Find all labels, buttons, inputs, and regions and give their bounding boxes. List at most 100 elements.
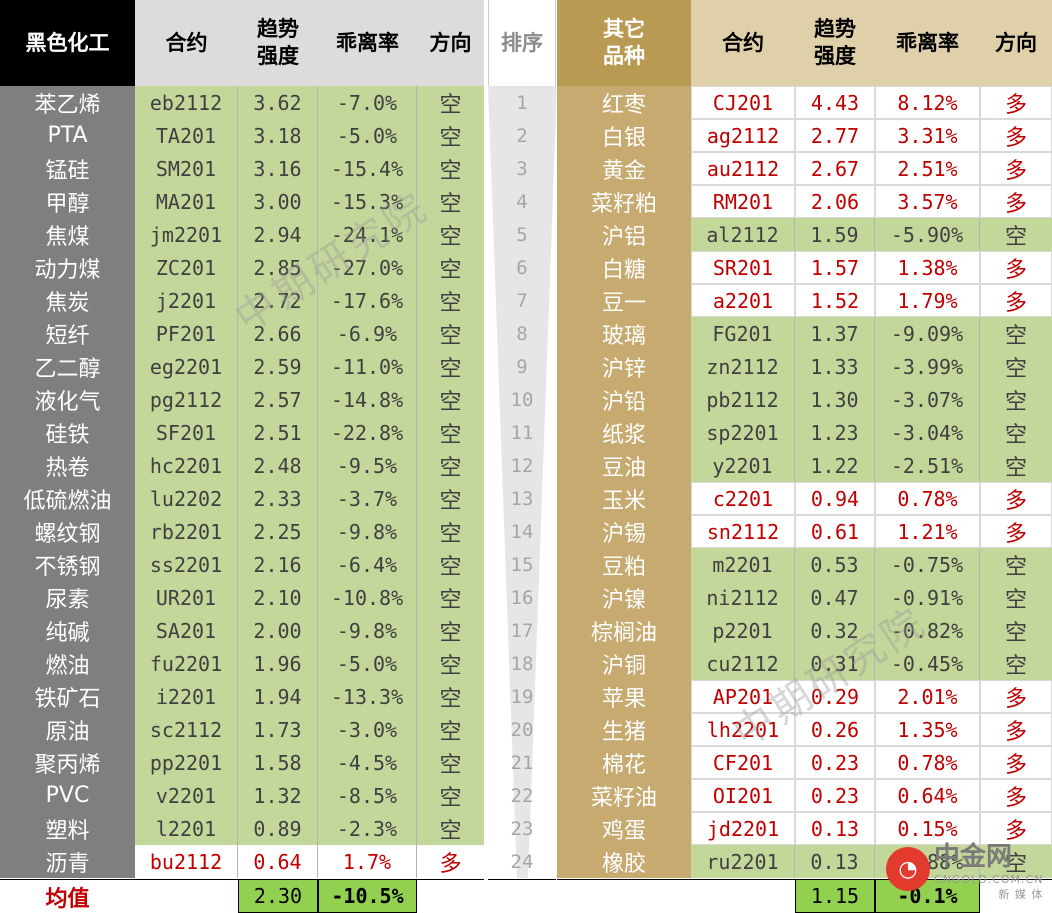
right-row-deviation: 0.78% (875, 746, 980, 779)
right-row-code: FG201 (691, 317, 795, 350)
right-row-deviation: -2.51% (875, 449, 980, 482)
rank-number: 17 (510, 619, 534, 642)
right-row-name: 豆油 (557, 449, 691, 482)
footer-left-deviation-avg: -10.5% (318, 879, 417, 913)
left-row-name: 焦煤 (0, 218, 135, 251)
right-row-name: 沪锌 (557, 350, 691, 383)
header-right-deviation: 乖离率 (875, 0, 980, 86)
right-row-direction: 空 (980, 449, 1052, 482)
header-right-category: 其它 品种 (557, 0, 691, 86)
rank-number: 4 (516, 190, 528, 213)
left-row-name: 铁矿石 (0, 680, 135, 713)
left-row-trend: 1.32 (238, 779, 318, 812)
cngold-logo: ◔ 中金网 CNGOLD.COM.CN 新 媒 体 (886, 842, 1048, 901)
right-row-code: ag2112 (691, 119, 795, 152)
rank-number: 9 (516, 355, 528, 378)
left-row-code: ss2201 (135, 548, 238, 581)
right-row-trend: 1.57 (795, 251, 875, 284)
right-row-code: lh2201 (691, 713, 795, 746)
header-left-direction: 方向 (417, 0, 484, 86)
right-row-code: al2112 (691, 218, 795, 251)
left-row-trend: 3.62 (238, 86, 318, 119)
right-row-deviation: -9.09% (875, 317, 980, 350)
left-row-trend: 1.73 (238, 713, 318, 746)
right-row-code: OI201 (691, 779, 795, 812)
right-row-name: 豆粕 (557, 548, 691, 581)
right-row-name: 苹果 (557, 680, 691, 713)
left-row-direction: 空 (417, 581, 484, 614)
logo-url: CNGOLD.COM.CN (934, 873, 1044, 886)
right-row-code: m2201 (691, 548, 795, 581)
footer-left-empty (135, 879, 238, 913)
right-row-trend: 1.52 (795, 284, 875, 317)
header-right-category-text: 其它 品种 (603, 17, 645, 68)
right-row-deviation: -3.07% (875, 383, 980, 416)
left-row-name: 焦炭 (0, 284, 135, 317)
right-row-direction: 多 (980, 482, 1052, 515)
header-right-direction: 方向 (980, 0, 1052, 86)
right-row-trend: 0.53 (795, 548, 875, 581)
right-row-code: AP201 (691, 680, 795, 713)
left-row-code: jm2201 (135, 218, 238, 251)
left-row-direction: 空 (417, 680, 484, 713)
rank-number: 20 (510, 718, 534, 741)
right-row-name: 玉米 (557, 482, 691, 515)
right-row-direction: 多 (980, 515, 1052, 548)
rank-number: 23 (510, 817, 534, 840)
right-row-name: 黄金 (557, 152, 691, 185)
right-row-direction: 空 (980, 614, 1052, 647)
left-row-direction: 空 (417, 614, 484, 647)
left-row-trend: 2.94 (238, 218, 318, 251)
right-row-direction: 空 (980, 548, 1052, 581)
right-row-name: 沪铜 (557, 647, 691, 680)
right-row-code: ni2112 (691, 581, 795, 614)
footer-right-dir-empty (980, 879, 1052, 913)
left-row-trend: 2.57 (238, 383, 318, 416)
right-row-code: SR201 (691, 251, 795, 284)
right-row-deviation: 1.79% (875, 284, 980, 317)
footer-average-label: 均值 (0, 879, 135, 913)
right-row-direction: 空 (980, 218, 1052, 251)
rank-number: 7 (516, 289, 528, 312)
right-row-deviation: 0.64% (875, 779, 980, 812)
rank-fan-shape (488, 86, 557, 878)
header-left-category: 黑色化工 (0, 0, 135, 86)
left-row-deviation: -24.1% (318, 218, 417, 251)
right-row-code: c2201 (691, 482, 795, 515)
rank-number: 3 (516, 157, 528, 180)
right-row-code: CF201 (691, 746, 795, 779)
left-row-deviation: -15.3% (318, 185, 417, 218)
left-row-trend: 2.33 (238, 482, 318, 515)
right-row-name: 棕榈油 (557, 614, 691, 647)
right-row-trend: 0.32 (795, 614, 875, 647)
left-row-trend: 1.94 (238, 680, 318, 713)
left-row-name: 原油 (0, 713, 135, 746)
rank-number: 1 (516, 91, 528, 114)
right-row-direction: 空 (980, 845, 1052, 878)
right-row-deviation: -0.75% (875, 548, 980, 581)
right-row-code: RM201 (691, 185, 795, 218)
left-row-code: ZC201 (135, 251, 238, 284)
right-row-name: 沪镍 (557, 581, 691, 614)
left-row-direction: 空 (417, 482, 484, 515)
left-row-direction: 空 (417, 251, 484, 284)
left-row-trend: 2.48 (238, 449, 318, 482)
left-row-deviation: -2.3% (318, 812, 417, 845)
rank-number: 5 (516, 223, 528, 246)
rank-number: 8 (516, 322, 528, 345)
right-row-code: zn2112 (691, 350, 795, 383)
logo-text: 中金网 CNGOLD.COM.CN 新 媒 体 (934, 836, 1043, 902)
left-row-deviation: -27.0% (318, 251, 417, 284)
right-row-direction: 空 (980, 383, 1052, 416)
right-row-name: 白银 (557, 119, 691, 152)
right-row-code: CJ201 (691, 86, 795, 119)
right-row-direction: 空 (980, 581, 1052, 614)
left-row-code: pg2112 (135, 383, 238, 416)
left-row-trend: 2.72 (238, 284, 318, 317)
right-row-trend: 1.23 (795, 416, 875, 449)
left-row-trend: 2.10 (238, 581, 318, 614)
right-row-direction: 空 (980, 416, 1052, 449)
right-row-name: 沪铝 (557, 218, 691, 251)
left-row-name: 低硫燃油 (0, 482, 135, 515)
